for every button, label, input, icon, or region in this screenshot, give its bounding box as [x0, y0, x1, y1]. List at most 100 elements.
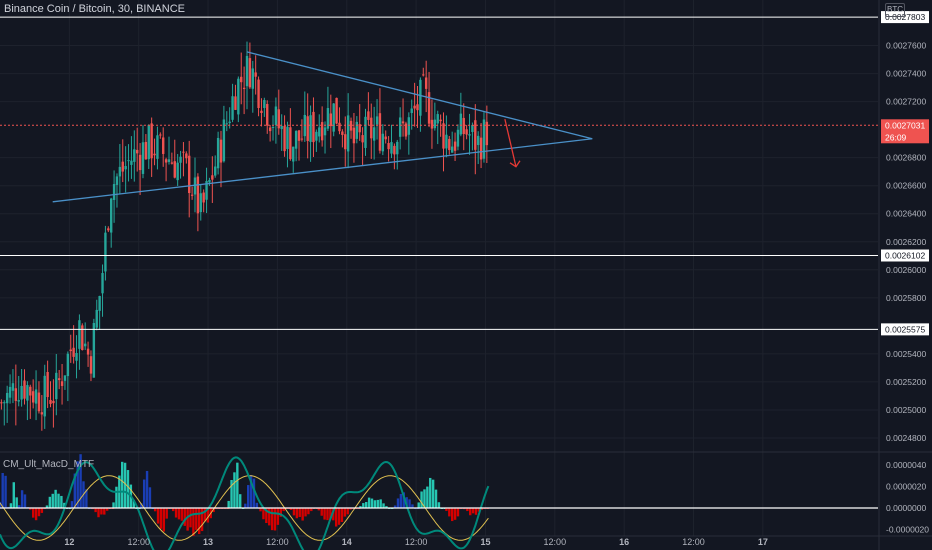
candle-body: [424, 77, 428, 89]
macd-bar: [429, 477, 432, 508]
macd-bar: [203, 508, 207, 522]
candle-body: [8, 386, 12, 398]
candle-body: [216, 137, 220, 169]
macd-bar: [174, 508, 178, 518]
candle-body: [66, 353, 70, 377]
candle-body: [205, 181, 208, 200]
macd-bar: [480, 508, 483, 510]
candle-body: [355, 121, 359, 139]
macd-bar: [60, 495, 63, 508]
macd-bar: [4, 475, 7, 508]
macd-bar: [329, 508, 332, 520]
candle-body: [358, 124, 361, 133]
macd-bar: [246, 485, 250, 508]
candle-body: [231, 96, 234, 120]
candle-body: [101, 273, 104, 294]
candle-body: [315, 131, 318, 141]
candle-body: [323, 127, 327, 136]
candle-body: [72, 347, 75, 357]
last-price-label: 0.0027031: [885, 120, 925, 130]
candle-body: [83, 343, 87, 347]
macd-bar: [79, 454, 82, 508]
last-price-tag: 0.0027031 26:09: [881, 119, 929, 144]
macd-bar: [431, 479, 435, 508]
candle-body: [419, 79, 422, 116]
macd-bar: [54, 489, 57, 508]
indicator-tick-label: 0.0000020: [886, 481, 926, 491]
candle-body: [367, 111, 370, 120]
level-tag-label: 0.0025575: [885, 324, 925, 334]
candle-body: [407, 117, 411, 135]
candle-body: [427, 92, 431, 124]
candle-body: [14, 388, 18, 401]
candle-body: [289, 127, 292, 160]
price-tick-label: 0.0025200: [886, 377, 926, 387]
macd-bar: [471, 508, 475, 514]
candle-body: [193, 177, 197, 195]
candle-body: [130, 160, 133, 165]
macd-bar: [379, 499, 382, 508]
candle-body: [162, 137, 165, 154]
candle-body: [248, 58, 252, 88]
candle-body: [361, 135, 364, 143]
macd-bar: [307, 508, 310, 515]
candle-body: [309, 115, 312, 142]
candle-body: [86, 348, 90, 355]
macd-bar: [279, 508, 282, 517]
macd-bar: [32, 508, 35, 518]
macd-bar: [153, 508, 157, 512]
candle-body: [422, 74, 425, 76]
candle-body: [112, 184, 116, 200]
candle-body: [263, 100, 266, 109]
candle-body: [433, 119, 437, 129]
macd-bar: [100, 508, 103, 515]
candle-body: [242, 87, 246, 89]
candle-body: [57, 378, 61, 381]
macd-bar: [282, 508, 285, 512]
level-tag-label: 0.0027803: [885, 12, 925, 22]
price-tick-label: 0.0025800: [886, 293, 926, 303]
macd-bar: [255, 502, 259, 508]
candle-body: [78, 320, 81, 349]
candle-body: [20, 385, 23, 400]
candle-body: [474, 120, 477, 150]
candle-body: [92, 322, 96, 378]
macd-bar: [434, 489, 438, 508]
macd-bar: [94, 508, 97, 513]
candle-body: [268, 127, 272, 132]
candle-body: [34, 389, 38, 404]
macd-bar: [29, 508, 32, 510]
candle-body: [170, 162, 174, 164]
macd-bar: [57, 493, 60, 508]
candle-body: [257, 79, 260, 109]
macd-bar: [20, 490, 24, 508]
macd-bar: [332, 508, 335, 521]
macd-bar: [212, 508, 215, 513]
macd-bar: [23, 494, 27, 508]
candle-body: [222, 119, 226, 162]
candle-body: [179, 156, 182, 163]
candle-body: [60, 381, 64, 386]
candle-body: [49, 399, 52, 404]
candle-body: [476, 135, 480, 146]
candle-body: [190, 194, 194, 196]
candle-body: [196, 176, 200, 214]
candle-body: [17, 400, 20, 402]
macd-bar: [103, 508, 106, 515]
level-tag-bg: [881, 249, 929, 262]
currency-button[interactable]: BTC: [885, 3, 905, 17]
macd-bar: [189, 508, 192, 528]
indicator-tick-label: -0.0000020: [886, 525, 929, 535]
macd-bar: [474, 508, 478, 515]
time-tick-label: 17: [758, 537, 768, 547]
triangle-upper-line: [246, 51, 593, 140]
candle-body: [159, 134, 162, 136]
macd-bar: [326, 508, 329, 521]
candle-body: [410, 108, 413, 114]
candle-body: [52, 400, 55, 404]
macd-bar: [370, 498, 374, 508]
macd-bar: [200, 508, 204, 532]
candle-body: [277, 109, 280, 129]
macd-bar: [373, 500, 377, 508]
